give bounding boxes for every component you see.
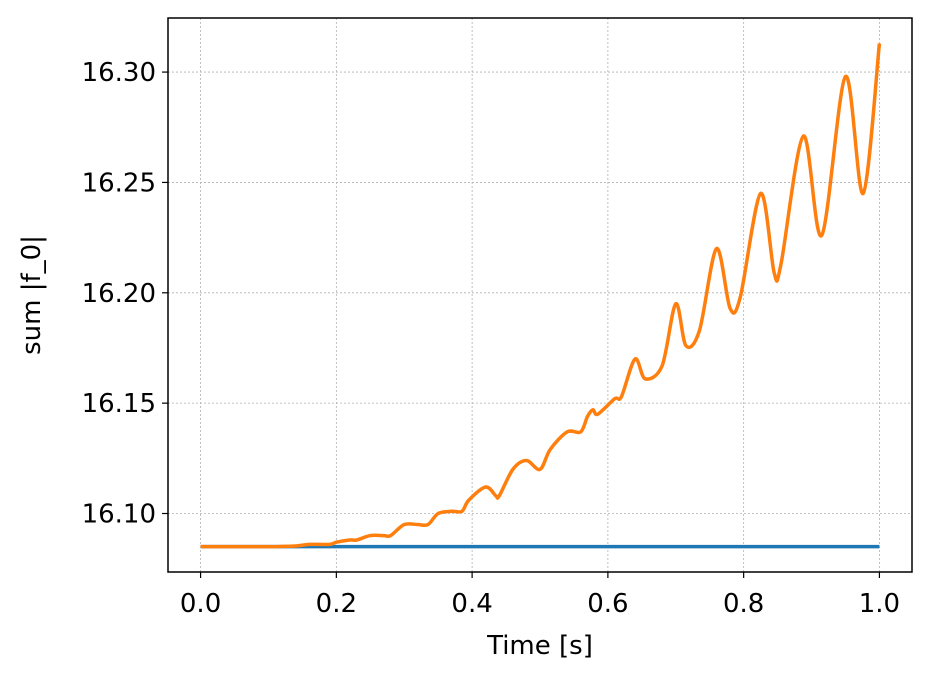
plot-series (200, 43, 882, 549)
series-line-1 (200, 43, 882, 549)
y-axis-ticks: 16.10 16.15 16.20 16.25 16.30 (82, 58, 168, 530)
plot-frame (167, 17, 913, 573)
x-axis-ticks: 0.0 0.2 0.4 0.6 0.8 1.0 (180, 572, 900, 619)
x-tick-label: 0.4 (451, 589, 492, 619)
x-tick-label: 1.0 (859, 589, 900, 619)
x-tick-label: 0.2 (316, 589, 357, 619)
y-tick-label: 16.15 (82, 389, 156, 419)
x-tick-label: 0.0 (180, 589, 221, 619)
y-tick-label: 16.30 (82, 58, 156, 88)
x-tick-label: 0.6 (587, 589, 628, 619)
x-tick-label: 0.8 (723, 589, 764, 619)
y-axis-label: sum |f_0| (17, 235, 47, 355)
grid-lines (168, 18, 912, 572)
y-tick-label: 16.20 (82, 279, 156, 309)
y-tick-label: 16.10 (82, 500, 156, 530)
y-tick-label: 16.25 (82, 168, 156, 198)
x-axis-label: Time [s] (486, 631, 593, 661)
